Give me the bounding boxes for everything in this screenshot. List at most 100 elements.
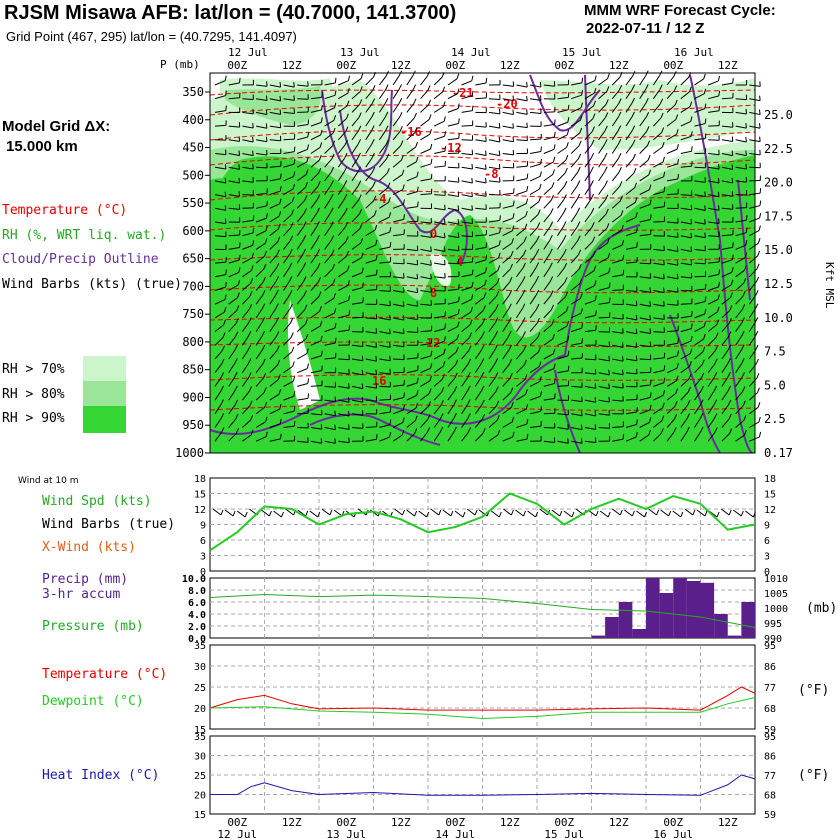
wind-barb-flag: [703, 321, 707, 327]
wind-barb-flag: [676, 273, 679, 279]
wind-barb: [392, 397, 404, 401]
axis-tick-right: 86: [764, 662, 776, 673]
wind-barb: [242, 180, 254, 183]
wind-barb-flag: [538, 346, 541, 353]
wind-barb: [447, 248, 459, 252]
wind-barb-flag: [278, 389, 282, 395]
wind-barb: [529, 410, 541, 415]
wind-barb: [598, 344, 610, 348]
pressure-tick-label: 550: [182, 196, 204, 210]
wind-barb-flag: [249, 400, 253, 406]
isotherm: [209, 130, 756, 141]
wind-barb-flag: [347, 75, 351, 81]
wind-barb: [321, 508, 331, 516]
wind-barb: [310, 325, 321, 333]
wind-barb-flag: [443, 218, 446, 225]
wind-barb: [721, 246, 733, 250]
wind-barb: [228, 363, 236, 373]
wind-barb-flag: [661, 415, 665, 421]
wind-barb-flag: [674, 99, 678, 106]
wind-barb-flag: [330, 166, 335, 173]
wind-barb: [488, 377, 496, 387]
wind-barb-flag: [663, 171, 666, 177]
wind-barb-flag: [636, 242, 638, 248]
wind-barb: [680, 431, 688, 442]
wind-barb: [310, 413, 322, 416]
wind-barb-flag: [480, 371, 485, 378]
wind-barb-flag: [635, 431, 638, 438]
wind-barb-flag: [454, 372, 458, 379]
wind-barb-flag: [676, 260, 679, 266]
pressure-tick-label: 650: [182, 252, 204, 266]
wind-barb: [516, 336, 524, 346]
wind-barb: [488, 391, 497, 401]
wind-barb: [365, 200, 375, 209]
wind-barb: [406, 509, 415, 517]
wind-barb: [611, 144, 619, 154]
wind-barb-flag: [234, 385, 238, 392]
wind-barb-flag: [563, 207, 567, 214]
wind-barb: [474, 404, 483, 415]
wind-barb: [283, 380, 294, 387]
wind-barb: [680, 76, 690, 86]
wind-barb: [447, 207, 459, 211]
wind-barb: [639, 290, 651, 293]
wind-barb: [447, 404, 455, 415]
wind-barb-flag: [660, 112, 664, 119]
wind-barb: [310, 427, 322, 430]
wind-barb: [392, 434, 403, 442]
wind-barb-flag: [742, 290, 746, 297]
wind-barb-flag: [549, 221, 554, 227]
wind-barb: [584, 399, 596, 403]
wind-barb: [721, 153, 733, 157]
wind-barb-flag: [235, 428, 239, 434]
wind-barb: [406, 433, 416, 442]
wind-barb: [269, 322, 277, 332]
wind-barb: [571, 327, 582, 333]
wind-barb-flag: [663, 287, 665, 293]
wind-barb: [611, 76, 621, 86]
wind-barb-flag: [535, 511, 539, 518]
wind-barb-flag: [441, 386, 445, 393]
wind-barb-flag: [649, 184, 652, 190]
wind-barb-flag: [359, 208, 363, 215]
wind-barb: [474, 376, 482, 387]
wind-barb-flag: [551, 182, 555, 188]
wind-barb-flag: [648, 417, 652, 423]
wind-barb-flag: [692, 509, 696, 516]
grid-point-subtitle: Grid Point (467, 295) lat/lon = (40.7295…: [6, 29, 297, 44]
wind-barb: [310, 159, 320, 168]
wind-barb: [214, 194, 226, 198]
wind-barb-flag: [577, 235, 581, 241]
wind-barb: [296, 174, 307, 182]
wind-barb: [406, 262, 418, 266]
wind-barb-flag: [402, 417, 405, 423]
wind-barb-flag: [635, 342, 638, 348]
wind-barb-flag: [745, 150, 747, 156]
date-label-top-13jul: 13 Jul: [340, 46, 380, 59]
time-tick-label-bottom: 00Z: [336, 816, 356, 829]
wind-barb: [584, 157, 592, 168]
wind-barb: [297, 509, 307, 517]
time-tick-label: 12Z: [718, 59, 738, 72]
date-label-bottom: 12 Jul: [217, 828, 257, 840]
wind-barb: [488, 419, 498, 428]
wind-barb-flag: [631, 510, 635, 517]
wind-barb-flag: [361, 397, 364, 403]
wind-barb: [241, 322, 250, 332]
wind-barb: [420, 235, 432, 238]
precip-bar: [714, 614, 728, 638]
wind-barb: [269, 125, 281, 129]
time-tick-label-bottom: 00Z: [445, 816, 465, 829]
wind-barb: [420, 248, 432, 252]
wind-barb: [351, 316, 364, 319]
wind-barb: [502, 84, 514, 87]
wind-barb-flag: [357, 139, 362, 145]
wind-barb-flag: [727, 385, 731, 392]
wind-barb-flag: [248, 386, 253, 392]
wind-barb-flag: [659, 98, 664, 105]
wind-barb: [749, 217, 760, 223]
wind-barb-flag: [580, 410, 583, 416]
wind-barb-flag: [553, 378, 556, 384]
wind-barb-flag: [389, 342, 391, 348]
